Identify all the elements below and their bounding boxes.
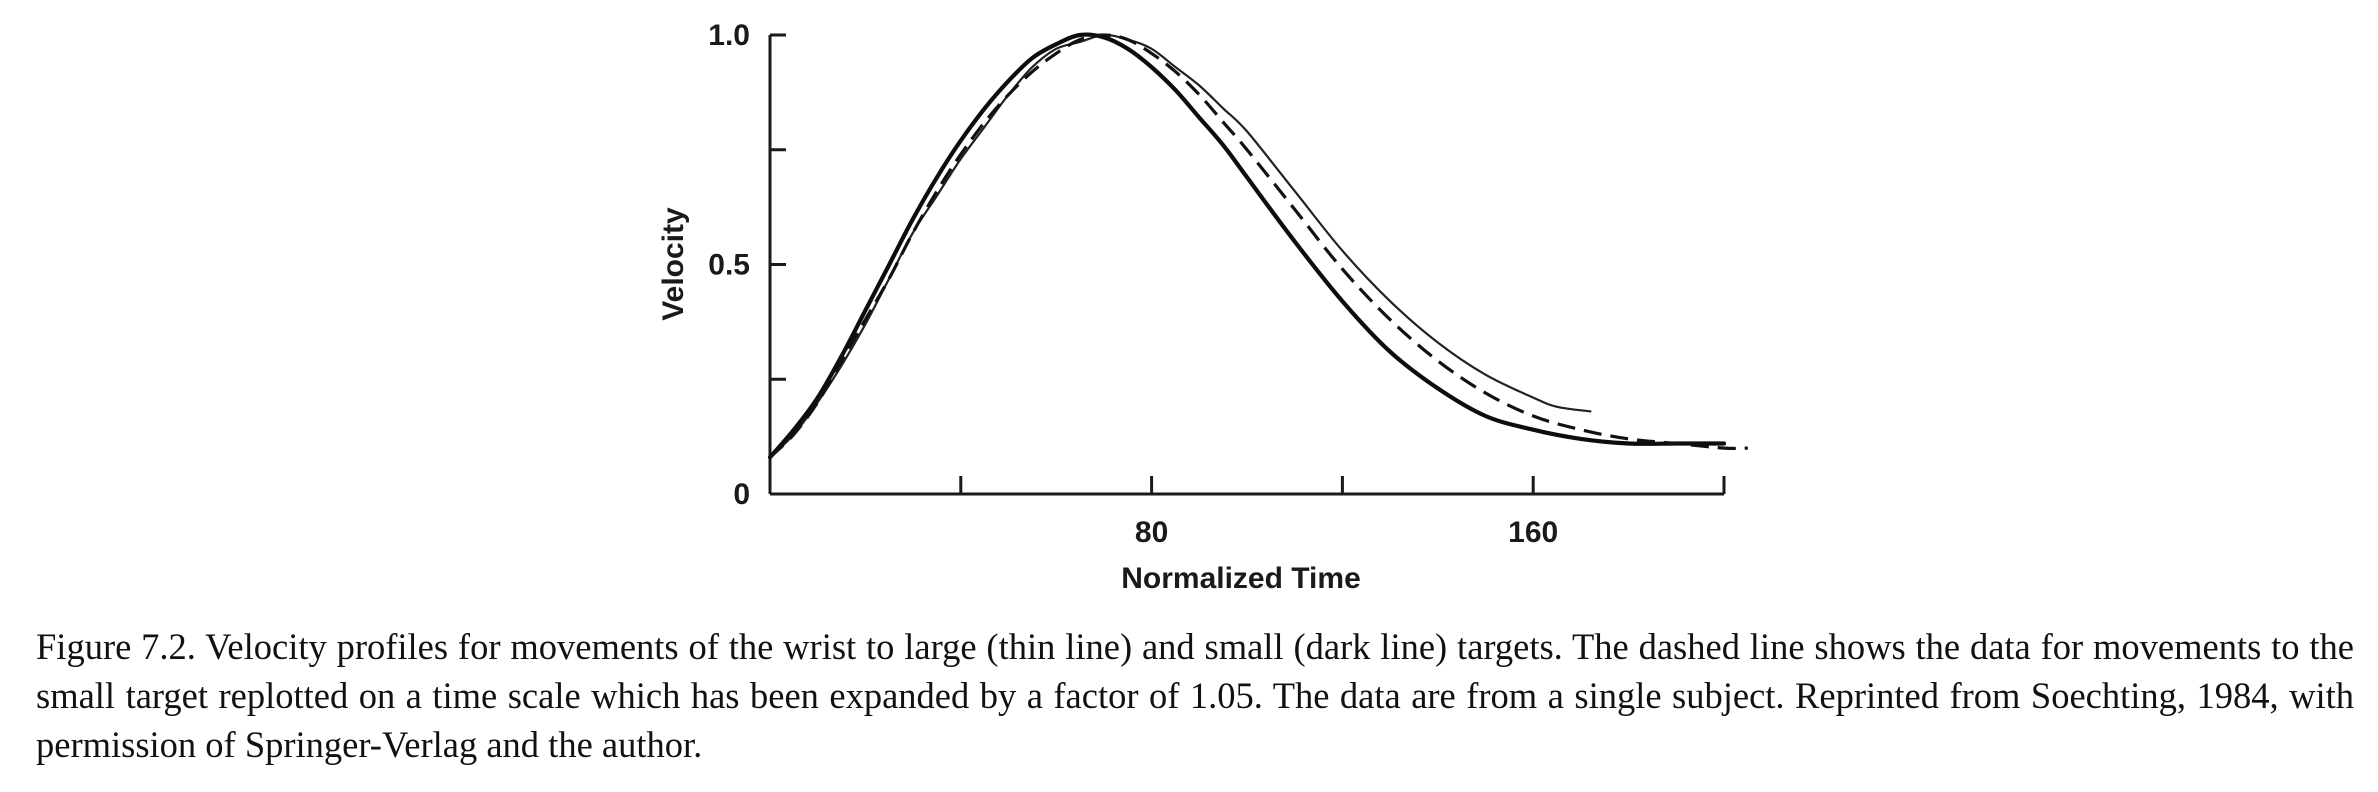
chart-series bbox=[767, 32, 1748, 460]
y-tick-label: 0 bbox=[733, 478, 750, 511]
figure-caption: Figure 7.2. Velocity profiles for moveme… bbox=[36, 626, 2354, 765]
y-tick-label: 1.0 bbox=[708, 19, 750, 52]
y-axis-title: Velocity bbox=[657, 207, 690, 321]
x-tick-label: 80 bbox=[1135, 516, 1168, 549]
y-tick-label: 0.5 bbox=[708, 249, 750, 282]
velocity-chart: 80 160 0 0.5 1.0 Normalized Time Velocity bbox=[657, 19, 1748, 595]
series-line-dark bbox=[767, 32, 1727, 460]
chart-labels: 80 160 0 0.5 1.0 Normalized Time Velocity bbox=[657, 19, 1558, 595]
chart-axes bbox=[768, 33, 1726, 496]
series-line-dashed bbox=[768, 33, 1748, 459]
x-axis-title: Normalized Time bbox=[1121, 562, 1361, 595]
x-tick-label: 160 bbox=[1508, 516, 1558, 549]
